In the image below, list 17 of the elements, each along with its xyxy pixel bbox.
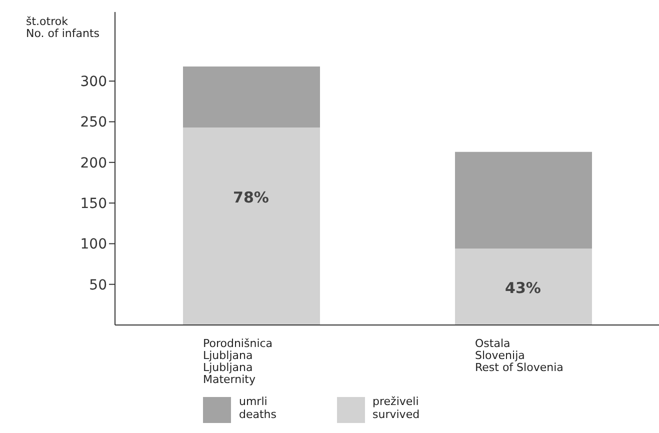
legend-label: umrli deaths xyxy=(239,395,277,421)
y-tick-label: 50 xyxy=(89,277,107,294)
annotation: 43% xyxy=(505,278,541,297)
bar xyxy=(183,66,320,128)
annotation: 78% xyxy=(233,188,269,207)
bar xyxy=(455,152,592,249)
legend-label: preživeli survived xyxy=(372,395,420,421)
y-tick-label: 100 xyxy=(80,236,107,253)
x-tick-label: Ostala Slovenija Rest of Slovenia xyxy=(475,337,564,374)
bar xyxy=(183,127,320,325)
y-axis-title: št.otrok No. of infants xyxy=(26,15,100,40)
y-tick-label: 200 xyxy=(80,155,107,172)
bar xyxy=(455,248,592,325)
x-tick-label: Porodnišnica Ljubljana Ljubljana Maternity xyxy=(203,337,273,386)
y-tick-label: 300 xyxy=(80,74,107,90)
y-tick-label: 250 xyxy=(80,114,107,131)
y-tick-label: 150 xyxy=(80,196,107,212)
